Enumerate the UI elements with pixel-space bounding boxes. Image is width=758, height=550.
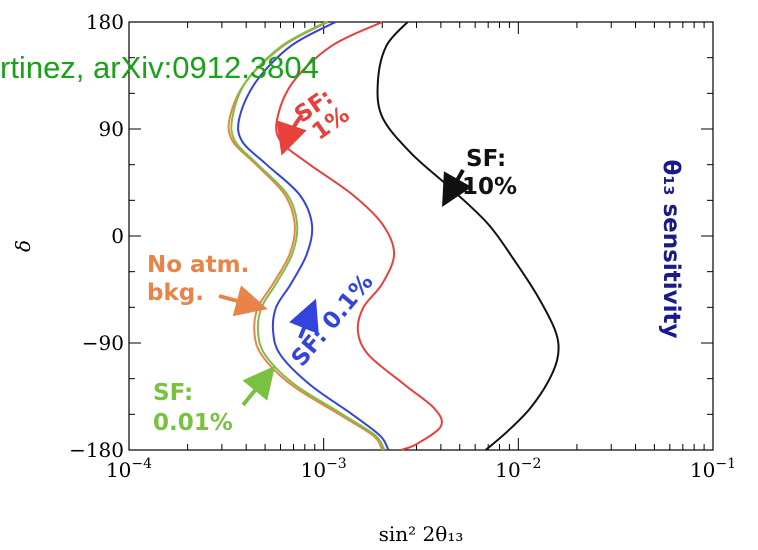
citation-banner: rtinez, arXiv:0912.3804 [0,50,319,85]
arrow-sf-1 [276,113,307,156]
series-line-sf-0-01- [230,21,386,451]
svg-text:bkg.: bkg. [147,280,204,306]
annotation-sf-10: SF: 10% [462,146,517,200]
series-line-sf-10- [376,21,560,451]
svg-text:SF:: SF: [153,380,193,406]
x-tick-label-1e-2: 10−2 [495,456,541,482]
x-tick-label-1e-3: 10−3 [301,456,347,482]
svg-text:0.01%: 0.01% [153,410,233,436]
annotation-sf-001: SF: 0.01% [153,380,233,436]
svg-text:θ₁₃ sensitivity: θ₁₃ sensitivity [658,160,684,339]
series-line-sf-1- [275,21,443,451]
y-tick-label-180: 180 [86,10,124,34]
y-tick-label-90: 90 [99,117,124,141]
arrow-sf-10 [442,169,472,207]
plot-frame [128,21,714,451]
arrow-sf-001 [241,365,276,407]
annotation-sf-01: SF: 0.1% [287,269,379,372]
arrow-sf-01 [289,298,319,339]
series-layer [227,21,560,451]
series-line-no-atm-bkg- [227,21,384,451]
axis-ticks [128,21,714,451]
x-axis-title: sin² 2θ₁₃ [379,522,464,546]
series-line-sf-0-1- [237,21,390,451]
arrow-no-atm [218,285,268,317]
annotation-no-atm: No atm. bkg. [147,252,249,306]
y-tick-label-neg180: −180 [69,438,124,462]
y-axis-title: δ [11,240,35,252]
y-tick-label-0: 0 [111,224,124,248]
y-tick-label-neg90: −90 [82,331,124,355]
x-tick-label-1e-1: 10−1 [690,456,736,482]
svg-text:SF:: SF: [466,146,506,172]
svg-text:10%: 10% [462,174,517,200]
svg-text:No atm.: No atm. [147,252,249,278]
svg-text:SF: 0.1%: SF: 0.1% [287,269,379,372]
annotation-theta13-sensitivity: θ₁₃ sensitivity [658,160,684,339]
x-tick-label-1e-4: 10−4 [106,456,152,482]
